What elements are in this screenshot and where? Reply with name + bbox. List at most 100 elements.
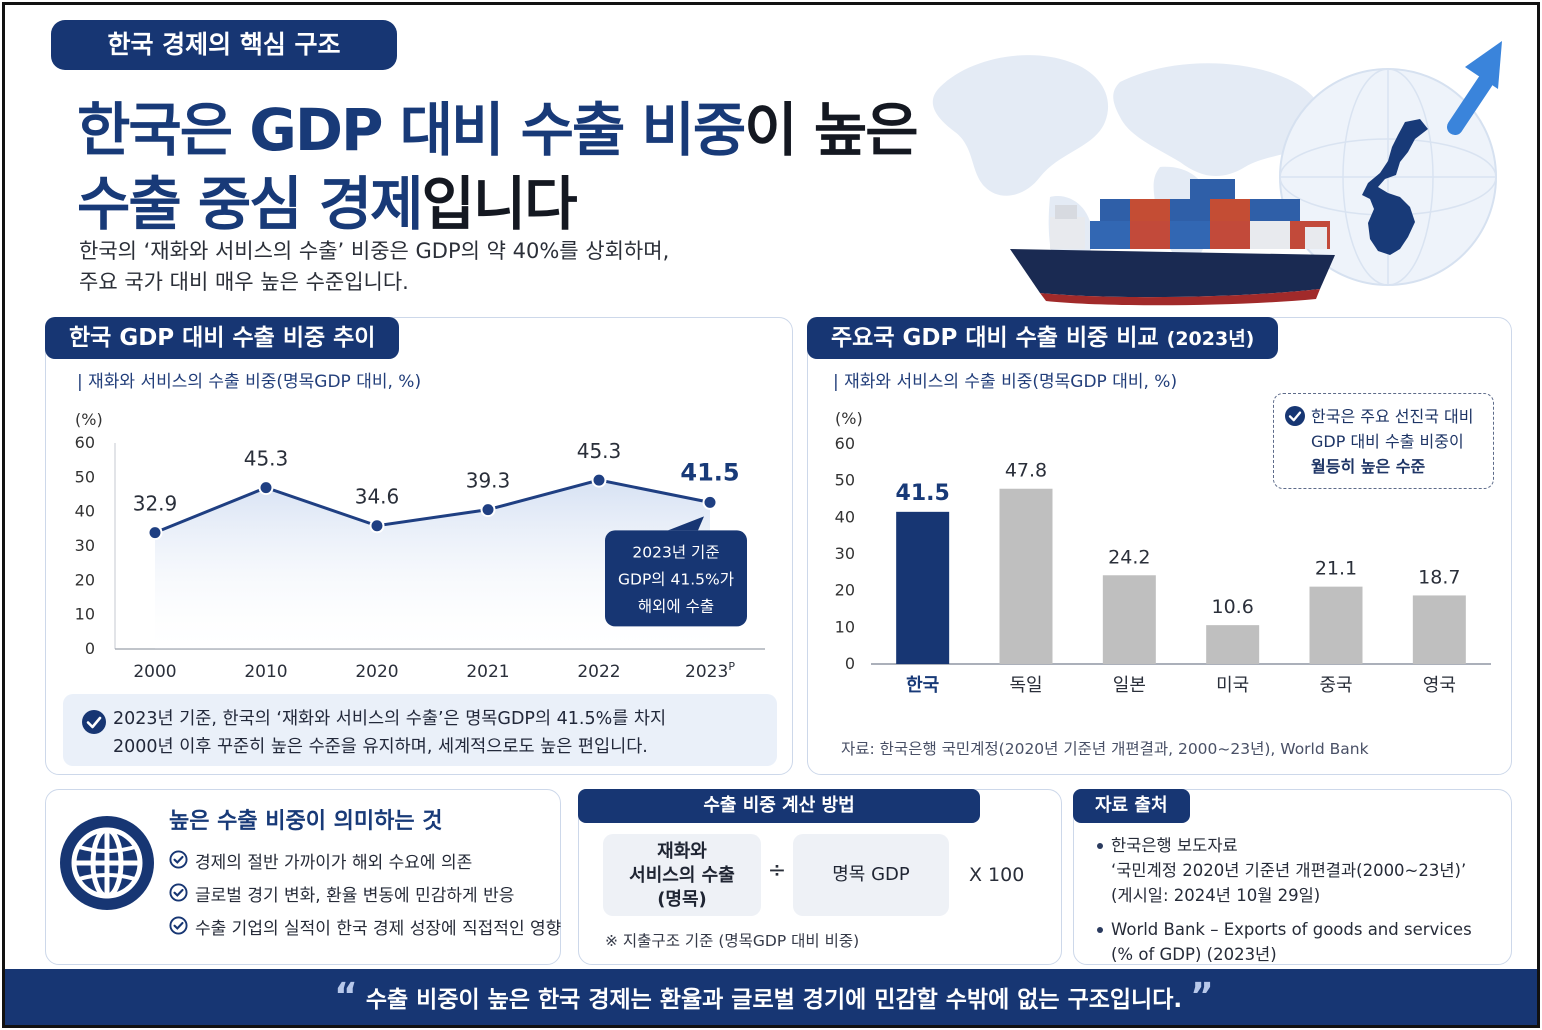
x-tick-label: 일본 [1113,675,1146,696]
line-chart-unit-note: | 재화와 서비스의 수출 비중(명목GDP 대비, %) [77,372,422,392]
source-item-1: 한국은행 보도자료 ‘국민계정 2020년 기준년 개편결과(2000~23년)… [1111,833,1466,908]
bar [1412,595,1466,664]
data-label: 21.1 [1315,558,1357,580]
y-tick-label: 50 [835,471,855,490]
bullet [1097,927,1103,933]
x-tick-label: 2010 [244,662,287,682]
korea-map-icon [1362,119,1428,255]
bar-chart-title-year: (2023년) [1166,328,1255,350]
series-area [155,480,710,649]
source-item-2-line-2: (% of GDP) (2023년) [1111,945,1277,964]
bar-chart-source: 자료: 한국은행 국민계정(2020년 기준년 개편결과, 2000~23년),… [841,740,1369,758]
bar-chart-callout-line-2: GDP 대비 수출 비중이 [1311,432,1464,451]
callout-line: 2023년 기준 [632,543,719,561]
headline-line-2-emphasis: 수출 중심 경제 [77,170,424,238]
x-tick-label: 2022 [577,662,620,682]
formula-numerator: 재화와 서비스의 수출 (명목) [603,834,761,916]
y-tick-label: 20 [75,570,95,589]
open-quote-icon: “ [334,975,358,1017]
y-tick-label: 20 [835,581,855,600]
bar-chart-callout-text: 한국은 주요 선진국 대비 GDP 대비 수출 비중이 월등히 높은 수준 [1311,404,1473,479]
data-point [702,494,718,510]
callout-line: 해외에 수출 [638,597,714,615]
x-tick-label: 2000 [133,662,176,682]
x-tick-label: 2023P [685,660,735,682]
data-label: 24.2 [1108,546,1150,568]
y-axis-unit-label: (%) [75,410,103,429]
formula-title: 수출 비중 계산 방법 [578,789,980,823]
bar-chart-callout [1273,393,1494,489]
line-chart: (%)605040302010032.9200045.3201034.62020… [75,410,765,682]
footer-text: 수출 비중이 높은 한국 경제는 환율과 글로벌 경기에 민감할 수밖에 없는 … [365,987,1183,1013]
growth-arrow-icon [1447,41,1502,135]
check-circle-outline-icon [169,916,188,935]
check-circle-outline-icon [169,883,188,902]
bar [999,488,1053,664]
check-circle-icon [1285,406,1305,426]
y-tick-label: 30 [835,544,855,563]
bar-chart-callout-line-3: 월등히 높은 수준 [1311,457,1426,476]
source-item-2-line-1: World Bank – Exports of goods and servic… [1111,920,1472,939]
data-label: 34.6 [355,485,400,509]
formula-note: ※ 지출구조 기준 (명목GDP 대비 비중) [605,932,860,950]
subtitle-line-1: 한국의 ‘재화와 서비스의 수출’ 비중은 GDP의 약 40%를 상회하며, [79,239,670,263]
data-point [591,472,607,488]
y-tick-label: 60 [75,433,95,452]
line-chart-summary-line-1: 2023년 기준, 한국의 ‘재화와 서비스의 수출’은 명목GDP의 41.5… [113,709,667,729]
formula-numerator-line-1: 재화와 [657,841,707,862]
data-point [258,480,274,496]
y-tick-label: 30 [75,536,95,555]
y-tick-label: 0 [845,654,855,673]
series-line [154,478,711,535]
data-label: 45.3 [244,447,289,471]
y-tick-label: 40 [835,507,855,526]
globe-icon [60,816,154,910]
data-point [147,525,163,541]
bar-chart: (%) 60 50 40 30 20 10 0 41.5 한국 47.8 독일 24.2 일본 10.6 미국… [835,409,1491,696]
x-tick-label: 한국 [906,675,939,696]
data-label: 41.5 [680,458,739,486]
formula-numerator-line-3: (명목) [657,889,707,910]
callout-pointer [668,516,704,531]
bar [896,511,950,664]
cargo-ship-illustration [1010,179,1335,306]
line-chart-title: 한국 GDP 대비 수출 비중 추이 [45,317,400,359]
subtitle: 한국의 ‘재화와 서비스의 수출’ 비중은 GDP의 약 40%를 상회하며, … [79,236,669,298]
x-tick-suffix: P [728,660,735,673]
meaning-item: 글로벌 경기 변화, 환율 변동에 민감하게 반응 [195,886,515,906]
line-chart-summary-box [63,694,777,766]
data-point [369,518,385,534]
data-label: 39.3 [466,469,511,493]
bar [1102,575,1156,664]
sources-title: 자료 출처 [1073,789,1190,823]
footer-quote: “ 수출 비중이 높은 한국 경제는 환율과 글로벌 경기에 민감할 수밖에 없… [5,969,1537,1025]
bar-chart-unit-note: | 재화와 서비스의 수출 비중(명목GDP 대비, %) [833,372,1178,392]
y-tick-label: 60 [835,434,855,453]
callout-line: GDP의 41.5%가 [618,570,734,588]
line-chart-summary-line-2: 2000년 이후 꾸준히 높은 수준을 유지하며, 세계적으로도 높은 편입니다… [113,737,648,757]
meaning-title: 높은 수출 비중이 의미하는 것 [169,809,443,834]
data-label: 45.3 [577,439,622,463]
hero-illustration [932,41,1502,306]
x-tick-label: 중국 [1319,675,1352,696]
data-label: 32.9 [133,492,178,516]
x-tick-label: 영국 [1423,675,1456,696]
bar-chart-title-main: 주요국 GDP 대비 수출 비중 비교 [831,325,1167,351]
source-item-2: World Bank – Exports of goods and servic… [1111,917,1472,967]
headline-line-1: 한국은 GDP 대비 수출 비중이 높은 [77,83,919,167]
x-tick-label: 독일 [1009,675,1042,696]
x-tick-label: 2021 [466,662,509,682]
formula-numerator-line-2: 서비스의 수출 [629,865,735,886]
data-label: 47.8 [1005,460,1047,482]
bar-chart-title: 주요국 GDP 대비 수출 비중 비교 (2023년) [807,317,1279,359]
formula-multiplier: X 100 [969,864,1025,886]
meaning-item: 수출 기업의 실적이 한국 경제 성장에 직접적인 영향 [195,919,562,939]
close-quote-icon: ” [1190,975,1214,1017]
formula-denominator: 명목 GDP [793,834,949,916]
y-tick-label: 10 [75,605,95,624]
data-label: 10.6 [1212,596,1254,618]
bar [1309,586,1363,664]
check-circle-outline-icon [169,850,188,869]
